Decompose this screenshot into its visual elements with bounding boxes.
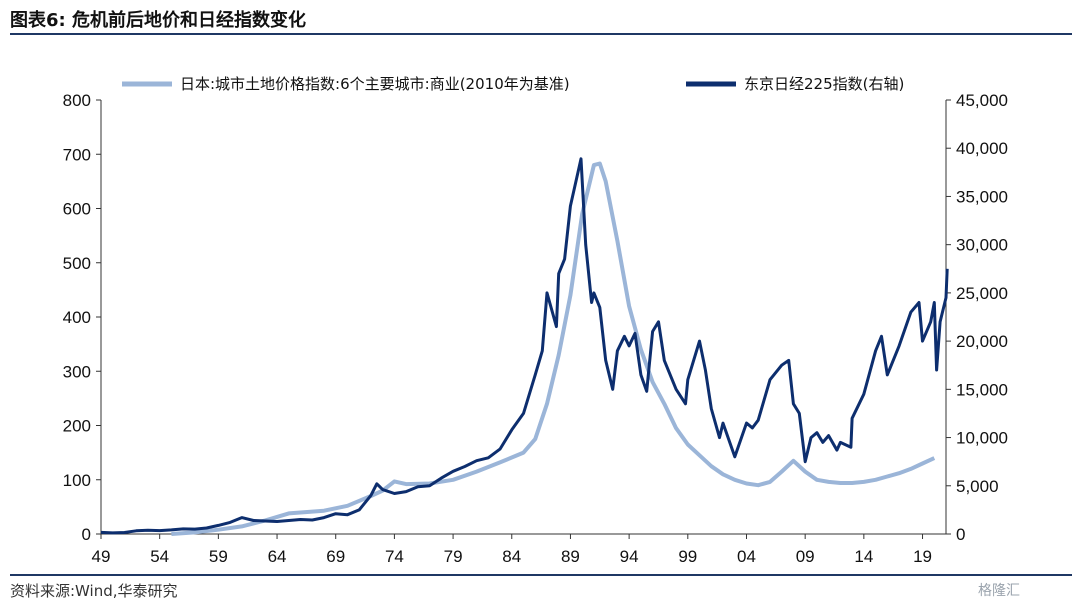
right-tick-label: 30,000	[956, 236, 1008, 255]
right-tick-label: 15,000	[956, 380, 1008, 399]
legend-label-1: 日本:城市土地价格指数:6个主要城市:商业(2010年为基准)	[180, 75, 570, 93]
left-tick-label: 600	[63, 200, 91, 219]
chart-axes: 0 100 200 300 400 500 600 700 800 0 5,000 10,000 15,…	[63, 91, 1008, 566]
right-tick-label: 40,000	[956, 139, 1008, 158]
right-tick-label: 25,000	[956, 284, 1008, 303]
left-tick-label: 800	[63, 91, 91, 110]
left-tick-label: 100	[63, 471, 91, 490]
right-tick-label: 20,000	[956, 332, 1008, 351]
x-tick-label: 49	[92, 547, 111, 566]
x-tick-label: 89	[561, 547, 580, 566]
right-tick-label: 0	[956, 525, 965, 544]
series-line-1	[171, 161, 936, 536]
x-tick-label: 59	[209, 547, 228, 566]
left-tick-label: 700	[63, 145, 91, 164]
right-tick-label: 45,000	[956, 91, 1008, 110]
right-tick-label: 5,000	[956, 477, 999, 496]
left-tick-label: 0	[82, 525, 91, 544]
x-tick-label: 69	[326, 547, 345, 566]
x-tick-label: 84	[502, 547, 521, 566]
source-note: 资料来源:Wind,华泰研究	[10, 582, 178, 600]
title-divider	[10, 33, 1072, 35]
x-tick-label: 14	[854, 547, 873, 566]
chart-title: 图表6: 危机前后地价和日经指数变化	[10, 10, 306, 31]
legend-label-2: 东京日经225指数(右轴)	[744, 75, 904, 93]
x-tick-label: 64	[268, 547, 287, 566]
footer-divider	[10, 574, 1072, 576]
left-tick-label: 500	[63, 254, 91, 273]
x-tick-label: 79	[444, 547, 463, 566]
left-tick-label: 400	[63, 308, 91, 327]
chart-legend: 日本:城市土地价格指数:6个主要城市:商业(2010年为基准) 东京日经225指数…	[122, 75, 904, 93]
x-tick-label: 74	[385, 547, 404, 566]
series-line-2	[100, 157, 949, 535]
left-tick-label: 300	[63, 362, 91, 381]
left-tick-label: 200	[63, 417, 91, 436]
x-tick-label: 54	[150, 547, 169, 566]
right-tick-label: 10,000	[956, 429, 1008, 448]
x-tick-label: 94	[620, 547, 639, 566]
x-tick-label: 04	[737, 547, 756, 566]
x-tick-label: 19	[913, 547, 932, 566]
x-tick-label: 09	[796, 547, 815, 566]
right-tick-label: 35,000	[956, 187, 1008, 206]
x-tick-label: 99	[678, 547, 697, 566]
watermark-logo: 格隆汇	[978, 583, 1020, 599]
chart-lines	[100, 157, 949, 536]
